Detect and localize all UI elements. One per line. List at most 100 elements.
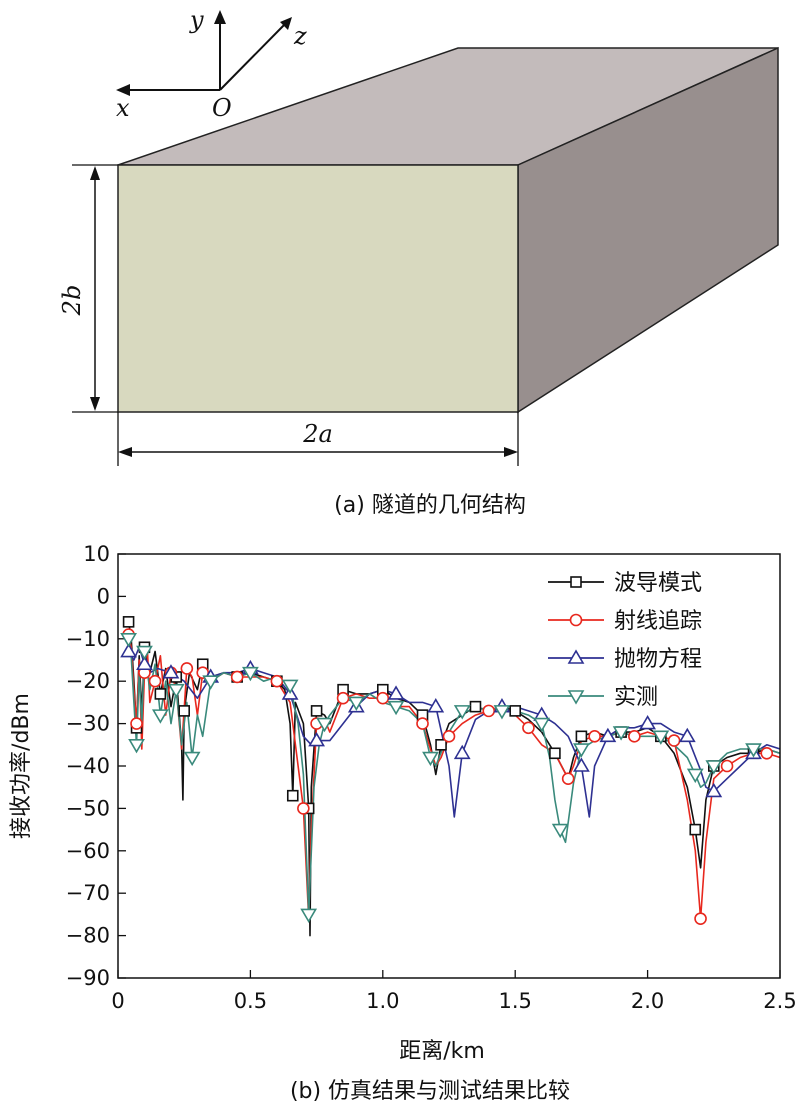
data-point-2 bbox=[376, 691, 390, 705]
data-point-4 bbox=[573, 743, 590, 758]
data-point-2 bbox=[270, 674, 284, 688]
data-point-4 bbox=[686, 768, 704, 784]
data-point-4 bbox=[136, 645, 153, 661]
series-markers bbox=[120, 616, 774, 925]
data-point-4 bbox=[493, 705, 511, 720]
y-tick-label: 10 bbox=[83, 542, 110, 566]
data-point-2 bbox=[230, 670, 244, 684]
x-tick-label: 2.5 bbox=[763, 989, 796, 1013]
data-point-3 bbox=[387, 685, 405, 700]
legend-label: 射线追踪 bbox=[614, 609, 702, 634]
data-point-4 bbox=[705, 760, 723, 775]
origin-letter: O bbox=[212, 94, 232, 122]
data-point-3 bbox=[639, 715, 656, 730]
data-point-1 bbox=[178, 705, 190, 717]
data-point-4 bbox=[745, 743, 762, 758]
data-point-2 bbox=[148, 674, 162, 688]
diagram-caption: (a) 隧道的几何结构 bbox=[334, 493, 526, 518]
data-point-4 bbox=[652, 730, 670, 745]
data-point-4 bbox=[533, 717, 551, 733]
data-point-4 bbox=[120, 632, 137, 648]
data-point-1 bbox=[549, 747, 561, 760]
data-point-2 bbox=[522, 721, 535, 735]
data-point-3 bbox=[120, 642, 137, 658]
data-point-4 bbox=[167, 683, 185, 699]
data-point-3 bbox=[453, 744, 471, 760]
z-axis-letter: z bbox=[293, 22, 307, 50]
data-point-4 bbox=[300, 908, 318, 923]
chart-caption: (b) 仿真结果与测试结果比较 bbox=[290, 1079, 570, 1104]
data-point-2 bbox=[130, 717, 143, 730]
data-point-3 bbox=[162, 664, 180, 679]
data-point-4 bbox=[453, 705, 471, 720]
data-point-4 bbox=[128, 738, 145, 754]
coordinate-axes: y z x O bbox=[116, 6, 307, 122]
data-point-2 bbox=[482, 704, 496, 718]
data-point-3 bbox=[599, 727, 617, 743]
data-point-2 bbox=[628, 730, 641, 743]
data-point-2 bbox=[667, 734, 681, 747]
tick-group: 0 0.5 1.0 1.5 2.0 2.5 10 0 −10 −20 −30 −40 −50 −60 −70… bbox=[66, 542, 797, 1013]
data-point-3 bbox=[308, 731, 325, 747]
data-point-1 bbox=[310, 705, 323, 717]
y-tick-label: −30 bbox=[66, 712, 110, 736]
x-tick-label: 1.0 bbox=[366, 989, 399, 1013]
tunnel-diagram: y z x O 2b 2a (a) 隧道的几何结构 bbox=[58, 6, 779, 518]
data-point-3 bbox=[136, 655, 153, 671]
height-label: 2b bbox=[58, 285, 86, 317]
data-point-4 bbox=[422, 751, 439, 767]
y-axis-arrowhead bbox=[214, 10, 226, 24]
x-axis-arrowhead bbox=[116, 84, 130, 96]
y-tick-label: −50 bbox=[66, 796, 110, 820]
x-axis-title: 距离/km bbox=[399, 1039, 485, 1064]
z-axis-arrow bbox=[219, 21, 288, 91]
y-tick-label: −80 bbox=[66, 924, 110, 948]
x-axis-letter: x bbox=[116, 94, 130, 122]
data-point-4 bbox=[183, 751, 201, 767]
data-point-2 bbox=[720, 759, 734, 773]
data-point-2 bbox=[694, 912, 707, 925]
width-label: 2a bbox=[302, 420, 333, 448]
y-tick-label: −20 bbox=[66, 669, 110, 693]
data-point-2 bbox=[760, 746, 774, 760]
x-tick-label: 0 bbox=[111, 989, 124, 1013]
plot-frame bbox=[117, 553, 781, 979]
data-point-4 bbox=[151, 709, 169, 724]
height-dimension: 2b bbox=[58, 164, 118, 413]
data-point-3 bbox=[427, 698, 445, 713]
data-point-2 bbox=[180, 662, 194, 675]
y-tick-label: 0 bbox=[97, 584, 110, 608]
data-point-1 bbox=[286, 789, 299, 802]
legend-label: 实测 bbox=[614, 685, 658, 710]
y-axis-title: 接收功率/dBm bbox=[9, 693, 34, 839]
legend-label: 波导模式 bbox=[614, 571, 702, 596]
data-point-3 bbox=[573, 757, 590, 772]
legend-label: 抛物方程 bbox=[614, 647, 702, 672]
data-point-1 bbox=[509, 705, 522, 717]
legend-marker bbox=[569, 613, 583, 627]
legend-marker bbox=[567, 649, 585, 664]
series-line-2 bbox=[127, 634, 780, 920]
data-point-2 bbox=[561, 772, 575, 786]
data-point-1 bbox=[689, 823, 702, 836]
y-tick-label: −40 bbox=[66, 754, 110, 778]
data-point-2 bbox=[442, 730, 456, 743]
data-point-4 bbox=[242, 666, 259, 682]
data-point-1 bbox=[435, 738, 447, 751]
data-point-4 bbox=[316, 717, 333, 733]
legend-marker bbox=[570, 576, 582, 588]
data-point-1 bbox=[154, 688, 167, 700]
y-tick-label: −70 bbox=[66, 881, 110, 905]
z-axis-arrowhead bbox=[280, 17, 292, 30]
data-point-4 bbox=[202, 675, 220, 690]
data-point-3 bbox=[678, 727, 696, 743]
tunnel-front-face bbox=[117, 164, 519, 413]
data-point-2 bbox=[336, 691, 350, 705]
data-point-1 bbox=[469, 700, 482, 713]
y-axis-letter: y bbox=[189, 6, 204, 34]
data-point-1 bbox=[575, 730, 588, 743]
data-point-4 bbox=[612, 726, 630, 741]
data-point-2 bbox=[416, 717, 429, 730]
